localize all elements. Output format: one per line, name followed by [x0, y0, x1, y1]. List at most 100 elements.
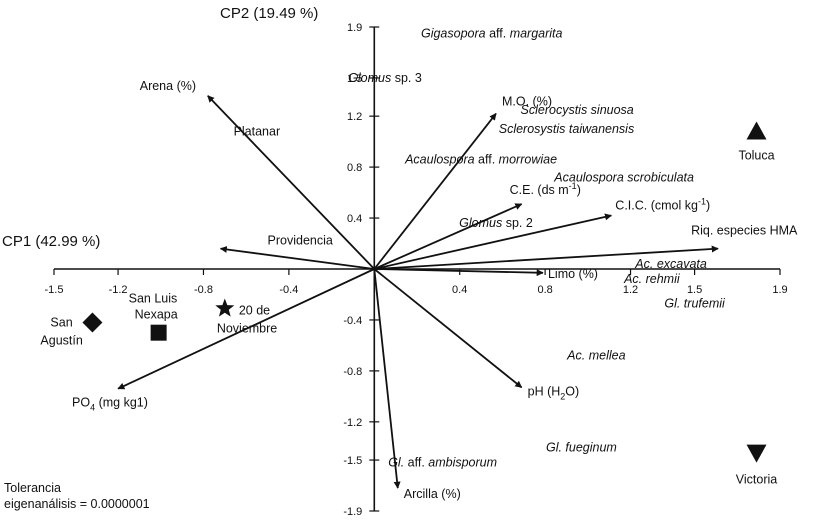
site-label: Nexapa	[135, 308, 178, 322]
vector-arrow	[374, 268, 544, 277]
species-label: Gl. trufemii	[664, 296, 726, 310]
vector-label-superscript: -1	[569, 181, 577, 191]
vector-label-text: pH (H	[528, 384, 561, 398]
vector-label: C.E. (ds m-1)	[510, 181, 581, 197]
species-label: Sclerocystis sinuosa	[521, 103, 634, 117]
vector-label-suffix: )	[706, 199, 710, 213]
species-label: Acaulospora scrobiculata	[553, 170, 694, 184]
species-label-text: Acaulospora	[404, 152, 475, 166]
x-tick-label: -0.4	[279, 284, 298, 296]
vector-arrow	[117, 268, 375, 390]
x-tick-label: -1.2	[109, 284, 128, 296]
tolerance-note-line2: eigenanálisis = 0.0000001	[4, 497, 150, 511]
species-label-text: Gl.	[388, 456, 404, 470]
y-tick-label: -0.8	[343, 366, 362, 378]
vector-label-text: Limo (%)	[548, 267, 598, 281]
vector-arrow	[207, 95, 375, 270]
vector-arrow	[374, 245, 719, 270]
site-label: 20 de	[239, 303, 270, 317]
species-label: Ac. rehmii	[623, 272, 681, 286]
site-marker-triangle-up	[746, 121, 767, 140]
vector-label: Riq. especies HMA	[691, 224, 798, 238]
vector-label: Arena (%)	[140, 79, 196, 93]
x-axis-title: CP1 (42.99 %)	[2, 233, 100, 250]
vector-label-text: Arcilla (%)	[404, 487, 461, 501]
species-label-text2: ambisporum	[428, 456, 497, 470]
vector-label: C.I.C. (cmol kg-1)	[615, 197, 710, 213]
x-tick-label: 1.5	[687, 284, 702, 296]
species-label-text: Ac. excavata	[634, 257, 707, 271]
vector-label: Limo (%)	[548, 267, 598, 281]
site-label: Platanar	[234, 124, 281, 138]
vector-label-text: C.I.C. (cmol kg	[615, 199, 698, 213]
site-marker-star	[215, 298, 235, 317]
vector-label-superscript: -1	[698, 197, 706, 207]
species-label: Sclerosystis taiwanensis	[499, 122, 634, 136]
y-tick-label: -1.5	[343, 455, 362, 467]
vector-label: Arcilla (%)	[404, 487, 461, 501]
species-label-text: Ac. mellea	[566, 349, 625, 363]
x-tick-label: -0.8	[194, 284, 213, 296]
site-label: San Luis	[129, 292, 178, 306]
site-marker-diamond	[82, 312, 103, 333]
species-label-suffix: aff.	[475, 152, 499, 166]
species-label-suffix: sp. 2	[502, 216, 533, 230]
vector-label-text: Riq. especies HMA	[691, 224, 798, 238]
species-label-text: Sclerocystis sinuosa	[521, 103, 634, 117]
vector-label-suffix: )	[577, 183, 581, 197]
species-label-text2: morrowiae	[499, 152, 557, 166]
y-tick-label: -0.4	[343, 315, 362, 327]
y-axis-title: CP2 (19.49 %)	[220, 5, 318, 22]
tick-labels: -1.5 -1.2 -0.8 -0.4 0.4 0.8 1.2 1.5 1.9 1.9 1.5 1.2…	[45, 22, 788, 518]
site-label: Agustín	[40, 333, 82, 347]
vector-arrow	[373, 203, 523, 270]
species-label-suffix: aff.	[486, 26, 510, 40]
vector-arrow	[219, 245, 375, 270]
vector-label: PO4 (mg kg1)	[72, 396, 148, 413]
vectors: Arena (%)M.O. (%)C.E. (ds m-1)C.I.C. (cm…	[72, 79, 798, 501]
y-tick-label: 0.4	[347, 213, 362, 225]
species-label-text: Ac. rehmii	[623, 272, 681, 286]
species-label-text: Sclerosystis taiwanensis	[499, 122, 634, 136]
species-label: Gl. aff. ambisporum	[388, 456, 497, 470]
species-label: Gigasopora aff. margarita	[421, 26, 563, 40]
vector-label-suffix: O)	[565, 384, 579, 398]
species-label: Ac. mellea	[566, 349, 625, 363]
species-label-suffix: sp. 3	[391, 71, 422, 85]
species-label-text: Gl. trufemii	[664, 296, 726, 310]
vector-label-text: C.E. (ds m	[510, 183, 569, 197]
x-tick-label: -1.5	[45, 284, 64, 296]
y-tick-label: -1.2	[343, 417, 362, 429]
vector-label: M.O. (%)	[502, 95, 552, 109]
y-tick-label: 0.8	[347, 162, 362, 174]
y-tick-label: 1.9	[347, 22, 362, 34]
site-label: Noviembre	[217, 321, 277, 335]
x-tick-label: 0.4	[452, 284, 467, 296]
vector-label: Providencia	[268, 234, 333, 248]
vector-label-text: PO	[72, 396, 90, 410]
species-label-text: Glomus	[348, 71, 391, 85]
vector-label: pH (H2O)	[528, 384, 580, 401]
species-label-text2: margarita	[510, 26, 563, 40]
species-label: Gl. fueginum	[546, 440, 617, 454]
species-label: Glomus sp. 3	[348, 71, 422, 85]
vector-arrow	[374, 213, 612, 270]
species-label-text: Gigasopora	[421, 26, 486, 40]
vector-label-text: M.O. (%)	[502, 95, 552, 109]
vector-arrow	[373, 113, 497, 270]
y-tick-label: -1.9	[343, 506, 362, 518]
site-label: Victoria	[736, 473, 778, 487]
x-tick-label: 0.8	[537, 284, 552, 296]
x-tick-label: 1.9	[772, 284, 787, 296]
site-label: San	[50, 315, 72, 329]
y-tick-label: 1.5	[347, 73, 362, 85]
vector-label-subscript: 4	[90, 403, 95, 413]
y-tick-label: 1.2	[347, 111, 362, 123]
site-marker-square	[150, 324, 167, 341]
species-label: Acaulospora aff. morrowiae	[404, 152, 557, 166]
vector-arrow	[373, 268, 401, 489]
species-label-text: Gl. fueginum	[546, 440, 617, 454]
site-marker-triangle-down	[746, 444, 767, 463]
